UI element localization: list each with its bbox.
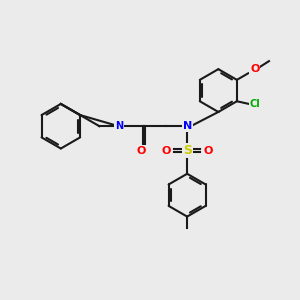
Text: Cl: Cl: [250, 99, 261, 109]
Text: O: O: [136, 146, 146, 156]
Text: N: N: [115, 121, 123, 131]
Text: O: O: [161, 146, 171, 156]
Text: O: O: [204, 146, 213, 156]
Text: S: S: [183, 144, 192, 157]
Text: N: N: [182, 121, 192, 131]
Text: O: O: [250, 64, 260, 74]
